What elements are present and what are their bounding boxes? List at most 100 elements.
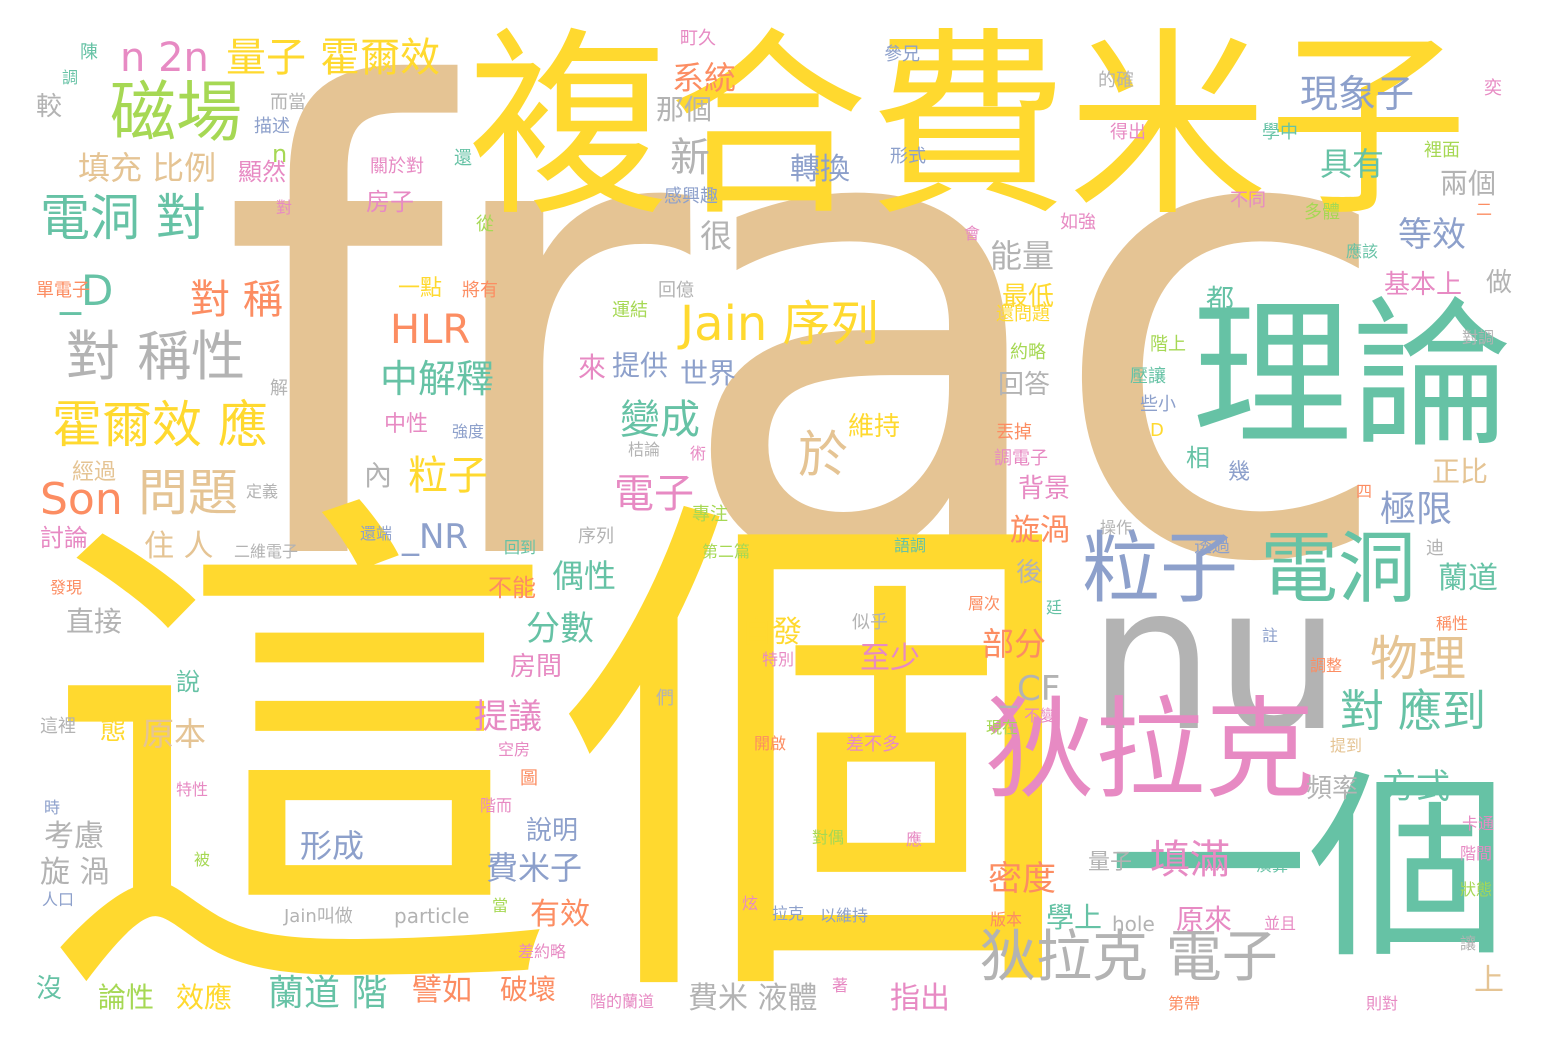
word: 都: [1206, 283, 1235, 316]
word: 還問題: [996, 304, 1050, 325]
word: 階而: [480, 796, 513, 815]
word: 正比: [1432, 455, 1489, 488]
word: 顯然: [238, 158, 286, 186]
word: 對 稱性: [66, 325, 246, 388]
word: 經過: [72, 460, 117, 485]
word: 這個: [40, 457, 1080, 1063]
word: 序列: [578, 526, 614, 547]
word: 偶性: [552, 557, 617, 595]
word: 粒子: [1082, 524, 1239, 614]
word: 階的蘭道: [590, 992, 655, 1011]
word: 將有: [462, 280, 498, 301]
word: 二維電子: [234, 542, 299, 561]
word: 填滿: [1150, 837, 1230, 883]
word: 並且: [1264, 914, 1297, 933]
word: 第二篇: [702, 542, 751, 561]
word: 物理: [1370, 631, 1467, 687]
word: 最低: [1002, 282, 1055, 312]
word: 指出: [890, 981, 950, 1016]
word: 陳: [80, 42, 98, 63]
word: 卡通: [1462, 814, 1495, 833]
word: 系統: [672, 59, 737, 97]
word: 感興趣: [664, 186, 718, 207]
word: 兩個: [1440, 167, 1497, 200]
word: 不變: [1024, 706, 1057, 725]
word: 階間: [1460, 844, 1493, 863]
word: 做: [1486, 268, 1513, 298]
word: 直接: [66, 605, 123, 638]
word: 考慮: [44, 819, 104, 854]
word: 中解釋: [380, 357, 495, 401]
word: 費米 液體: [688, 981, 818, 1016]
word: 調整: [1310, 656, 1343, 675]
word: 費米子: [486, 849, 583, 887]
word: 沒: [36, 974, 63, 1004]
word: 能量: [990, 237, 1055, 275]
word: 於: [798, 426, 848, 484]
word: 旋渦: [1010, 513, 1070, 548]
word: 效應: [176, 981, 233, 1014]
word: HLR: [390, 307, 471, 353]
word: 房間: [510, 652, 563, 682]
word: 解: [270, 378, 288, 399]
word: 一個: [1108, 753, 1509, 986]
word: 多體: [1304, 202, 1340, 223]
word: 空房: [498, 740, 531, 759]
word: 四: [1356, 482, 1373, 501]
word: 提供: [612, 349, 669, 382]
word: 應: [906, 830, 923, 849]
word: 房子: [366, 188, 414, 216]
word: 形式: [890, 146, 926, 167]
word: 具有: [1320, 145, 1385, 183]
word: 等效: [1398, 215, 1466, 255]
word: 些小: [1140, 394, 1176, 415]
word: 一點: [398, 276, 443, 301]
word: 還: [454, 148, 472, 169]
word: 應該: [1346, 242, 1379, 261]
word: 中性: [384, 412, 429, 437]
word: 電洞 對: [40, 189, 206, 247]
word: 對調: [1462, 328, 1495, 347]
word: 語調: [894, 536, 927, 555]
word: 旋 渦: [40, 855, 110, 890]
word: 住 人: [144, 529, 214, 564]
word: 不同: [1230, 190, 1266, 211]
word: 方式: [1382, 767, 1450, 807]
word: 轉換: [790, 152, 850, 187]
word: 丟掉: [996, 422, 1032, 443]
word: 對 應到: [1340, 686, 1486, 737]
word: 變成: [620, 397, 700, 443]
word: 層次: [968, 594, 1001, 613]
word: 第帶: [1168, 994, 1201, 1013]
word: particle: [394, 904, 470, 928]
word: 磁場: [110, 74, 242, 151]
word: 現象子: [1300, 72, 1415, 116]
word: 內: [364, 459, 393, 492]
word: 有效: [530, 897, 590, 932]
word: 會: [964, 224, 981, 243]
word: Jain 序列: [680, 296, 879, 352]
word: 運結: [612, 300, 648, 321]
word: 開啟: [754, 734, 787, 753]
word: 形成: [300, 827, 365, 865]
word: 基本上: [1384, 270, 1463, 300]
word: 極限: [1380, 489, 1453, 530]
word: 特性: [176, 780, 209, 799]
word: hole: [1112, 912, 1155, 936]
word: nu: [1088, 543, 1342, 776]
word: 壓讓: [1130, 366, 1166, 387]
word: 約略: [1010, 342, 1046, 363]
word: 發現: [50, 578, 83, 597]
word: 炫: [742, 894, 759, 913]
word: 部分: [982, 625, 1047, 663]
word: 分數: [526, 609, 594, 649]
word: 霍爾效: [320, 35, 440, 81]
word: 問題: [138, 464, 238, 522]
word: 背景: [1018, 474, 1071, 504]
word: 密度: [988, 859, 1056, 899]
word: 狄拉克: [985, 686, 1315, 814]
word: 理論: [1192, 282, 1513, 469]
word: 則對: [1366, 994, 1399, 1013]
word: _D: [60, 266, 114, 315]
